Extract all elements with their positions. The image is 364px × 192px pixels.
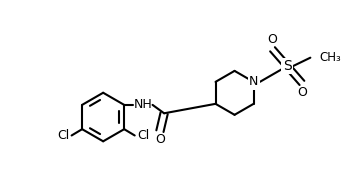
Text: N: N: [249, 75, 258, 88]
Text: CH₃: CH₃: [320, 51, 341, 64]
Text: O: O: [268, 33, 277, 46]
Text: Cl: Cl: [57, 129, 70, 142]
Text: S: S: [283, 59, 292, 73]
Text: O: O: [155, 133, 165, 146]
Text: O: O: [297, 86, 307, 99]
Text: Cl: Cl: [137, 129, 149, 142]
Text: NH: NH: [134, 98, 153, 111]
